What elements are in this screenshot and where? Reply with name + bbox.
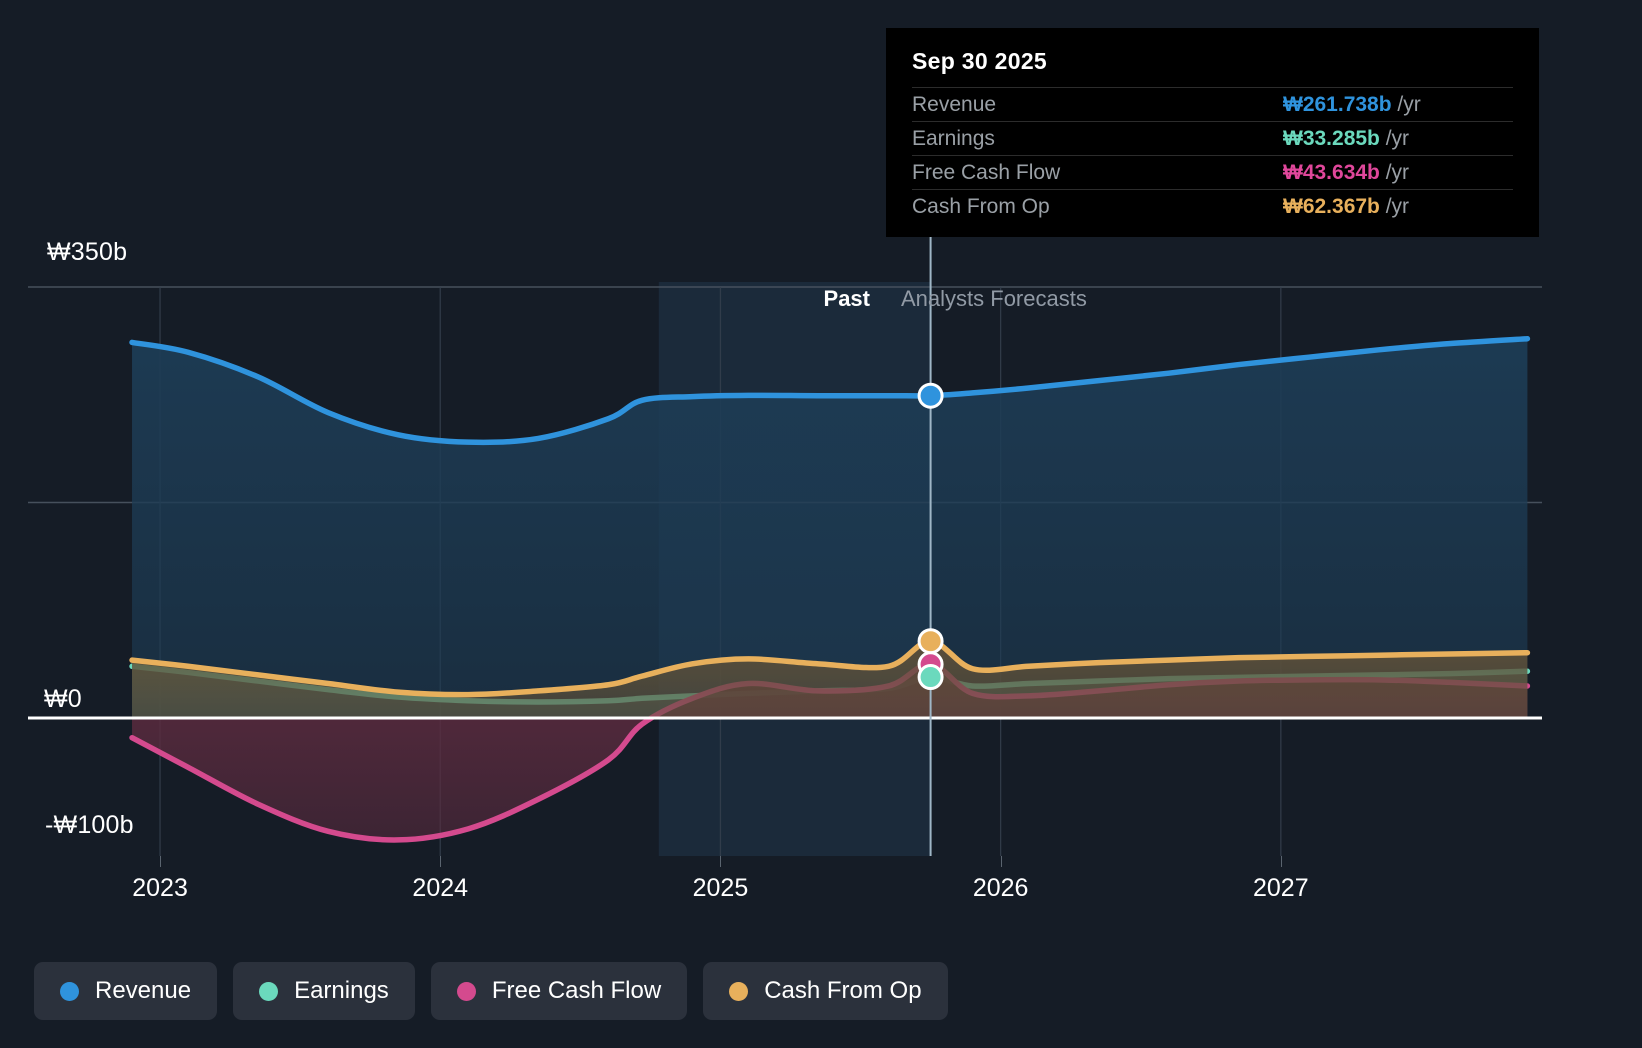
tooltip-row-value: ₩33.285b (1283, 126, 1380, 150)
legend-color-dot-icon (60, 981, 79, 1001)
tooltip-rows: Revenue ₩261.738b /yr Earnings ₩33.285b /yr… (912, 87, 1513, 223)
legend-item-free-cash-flow[interactable]: Free Cash Flow (430, 962, 688, 1020)
x-axis-label-2025: 2025 (692, 874, 749, 902)
tooltip-row-label: Cash From Op (912, 194, 1050, 218)
legend-item-label: Revenue (95, 977, 192, 1004)
tooltip-card: Sep 30 2025 Revenue ₩261.738b /yr Earnings… (886, 28, 1539, 237)
y-axis-label-minus-100b: -₩100b (45, 811, 134, 839)
tooltip-row-unit: /yr (1379, 194, 1410, 218)
legend-color-dot-icon (259, 981, 279, 1001)
legend-item-earnings[interactable]: Earnings (233, 962, 415, 1020)
tooltip-row-unit: /yr (1379, 126, 1410, 150)
tooltip-row: Cash From Op ₩62.367b /yr (912, 189, 1513, 223)
series-line-cash-from-op (129, 638, 1531, 698)
chart-legend: Revenue Earnings Free Cash Flow Cash From O… (34, 962, 948, 1020)
tooltip-row-value-wrap: ₩33.285b /yr (1283, 127, 1513, 151)
x-axis-tick (160, 856, 162, 867)
tooltip-row-value: ₩261.738b (1283, 92, 1392, 116)
tooltip-row: Earnings ₩33.285b /yr (912, 121, 1513, 155)
forecast-region-label: Analysts Forecasts (901, 286, 1087, 311)
series-line-revenue (129, 335, 1531, 446)
x-axis-tick (1280, 856, 1282, 867)
x-axis-tick (440, 856, 442, 867)
data-point-marker-earnings (917, 664, 944, 691)
tooltip-row-value-wrap: ₩62.367b /yr (1283, 195, 1513, 219)
legend-item-revenue[interactable]: Revenue (34, 962, 218, 1020)
tooltip-row-unit: /yr (1379, 160, 1410, 184)
x-axis-label-2027: 2027 (1253, 874, 1309, 902)
x-axis-tick (1000, 856, 1002, 867)
legend-item-label: Free Cash Flow (491, 977, 662, 1004)
legend-color-dot-icon (729, 981, 749, 1001)
tooltip-row: Free Cash Flow ₩43.634b /yr (912, 155, 1513, 189)
data-point-marker-cash-from-op (917, 628, 944, 655)
tooltip-row-value-wrap: ₩43.634b /yr (1283, 161, 1513, 185)
tooltip-row: Revenue ₩261.738b /yr (912, 87, 1513, 121)
area-fill-revenue (132, 338, 1528, 718)
data-point-marker-revenue (917, 382, 944, 409)
tooltip-row-label: Earnings (912, 126, 995, 150)
legend-color-dot-icon (456, 981, 476, 1001)
y-axis-label-zero: ₩0 (44, 685, 82, 713)
tooltip-row-value: ₩62.367b (1283, 194, 1380, 218)
x-axis-label-2026: 2026 (972, 874, 1029, 902)
legend-item-cash-from-op[interactable]: Cash From Op (703, 962, 948, 1020)
tooltip-row-value-wrap: ₩261.738b /yr (1283, 93, 1513, 117)
legend-item-label: Cash From Op (764, 977, 922, 1004)
tooltip-row-value: ₩43.634b (1283, 160, 1380, 184)
x-axis-label-2023: 2023 (132, 874, 188, 902)
x-axis-label-2024: 2024 (412, 874, 469, 902)
tooltip-row-label: Free Cash Flow (912, 160, 1061, 184)
legend-item-label: Earnings (294, 977, 389, 1004)
tooltip-row-label: Revenue (912, 92, 997, 116)
tooltip-row-unit: /yr (1391, 92, 1421, 116)
x-axis: 2023 2024 2025 2026 2027 (0, 856, 1642, 912)
x-axis-tick (720, 856, 722, 867)
tooltip-date: Sep 30 2025 (912, 48, 1048, 74)
past-region-label: Past (823, 286, 870, 311)
y-axis-label-350b: ₩350b (47, 238, 128, 266)
